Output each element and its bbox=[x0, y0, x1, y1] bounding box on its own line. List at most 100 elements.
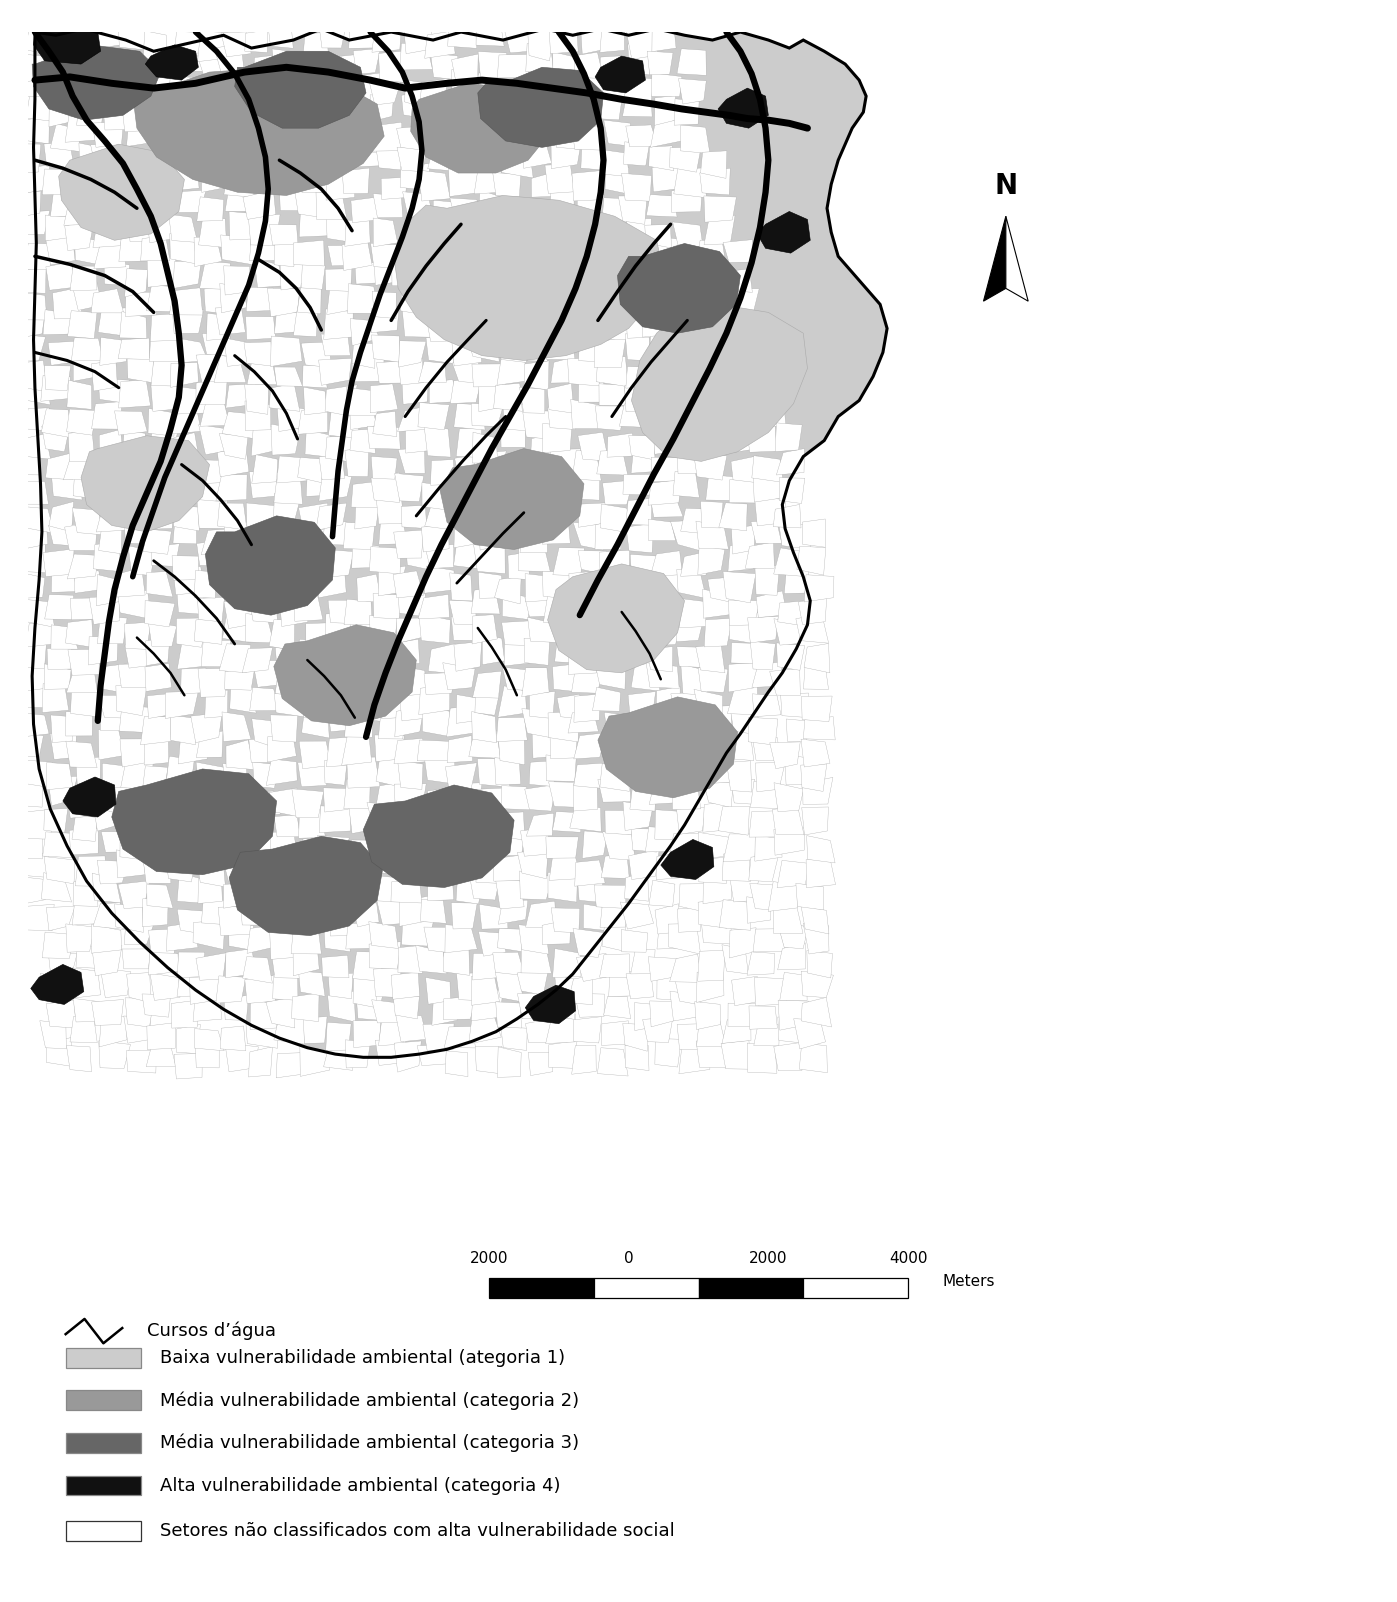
Polygon shape bbox=[177, 971, 207, 996]
Polygon shape bbox=[556, 122, 585, 151]
Polygon shape bbox=[506, 213, 529, 235]
Polygon shape bbox=[277, 572, 307, 599]
Polygon shape bbox=[594, 884, 626, 908]
Polygon shape bbox=[351, 197, 379, 223]
Polygon shape bbox=[32, 45, 161, 120]
Polygon shape bbox=[46, 234, 75, 264]
Polygon shape bbox=[678, 449, 708, 474]
Polygon shape bbox=[398, 759, 423, 790]
Polygon shape bbox=[346, 388, 377, 415]
Polygon shape bbox=[694, 258, 725, 288]
Polygon shape bbox=[770, 668, 800, 695]
Polygon shape bbox=[496, 718, 527, 742]
Polygon shape bbox=[201, 529, 232, 554]
Polygon shape bbox=[624, 1045, 650, 1070]
Polygon shape bbox=[219, 284, 247, 312]
Polygon shape bbox=[471, 215, 502, 245]
Polygon shape bbox=[352, 952, 384, 980]
Polygon shape bbox=[732, 976, 757, 1006]
Polygon shape bbox=[41, 974, 67, 1000]
Polygon shape bbox=[50, 123, 81, 152]
Polygon shape bbox=[70, 1016, 98, 1043]
Polygon shape bbox=[478, 51, 510, 78]
Polygon shape bbox=[81, 436, 210, 532]
Polygon shape bbox=[172, 505, 200, 530]
Polygon shape bbox=[247, 828, 274, 854]
Polygon shape bbox=[626, 969, 654, 998]
Polygon shape bbox=[500, 481, 532, 506]
Polygon shape bbox=[669, 855, 700, 878]
Polygon shape bbox=[272, 50, 300, 77]
Polygon shape bbox=[796, 546, 826, 575]
Polygon shape bbox=[451, 314, 482, 341]
Polygon shape bbox=[106, 788, 131, 817]
Polygon shape bbox=[244, 341, 272, 367]
Polygon shape bbox=[548, 501, 573, 525]
Polygon shape bbox=[694, 1001, 721, 1030]
Polygon shape bbox=[497, 929, 528, 952]
Polygon shape bbox=[47, 647, 71, 670]
Polygon shape bbox=[768, 881, 798, 912]
Polygon shape bbox=[152, 146, 180, 175]
Polygon shape bbox=[732, 356, 756, 381]
Polygon shape bbox=[25, 622, 56, 647]
Polygon shape bbox=[753, 737, 781, 761]
Polygon shape bbox=[14, 732, 43, 758]
Polygon shape bbox=[303, 365, 327, 388]
Polygon shape bbox=[648, 479, 682, 505]
Polygon shape bbox=[43, 831, 74, 857]
Polygon shape bbox=[68, 649, 99, 676]
Polygon shape bbox=[42, 932, 74, 958]
Polygon shape bbox=[376, 782, 407, 812]
Polygon shape bbox=[678, 1024, 700, 1049]
Polygon shape bbox=[22, 851, 52, 878]
Polygon shape bbox=[444, 1027, 475, 1048]
Polygon shape bbox=[624, 638, 658, 668]
Polygon shape bbox=[101, 968, 131, 998]
Polygon shape bbox=[49, 501, 74, 532]
Polygon shape bbox=[173, 191, 207, 213]
Polygon shape bbox=[493, 123, 525, 147]
Polygon shape bbox=[379, 521, 408, 545]
Polygon shape bbox=[694, 689, 722, 716]
Polygon shape bbox=[119, 705, 151, 732]
Polygon shape bbox=[675, 99, 698, 125]
Polygon shape bbox=[124, 920, 154, 945]
Polygon shape bbox=[17, 830, 42, 859]
Polygon shape bbox=[602, 75, 629, 101]
Polygon shape bbox=[372, 24, 401, 53]
Polygon shape bbox=[225, 572, 253, 601]
Polygon shape bbox=[98, 663, 130, 694]
Polygon shape bbox=[447, 22, 476, 48]
Polygon shape bbox=[495, 577, 521, 604]
Polygon shape bbox=[43, 809, 68, 833]
Polygon shape bbox=[101, 831, 133, 852]
Polygon shape bbox=[197, 498, 228, 529]
Polygon shape bbox=[42, 170, 68, 195]
Polygon shape bbox=[550, 138, 581, 168]
Polygon shape bbox=[73, 473, 102, 498]
Polygon shape bbox=[623, 474, 652, 495]
Polygon shape bbox=[251, 426, 281, 457]
Polygon shape bbox=[306, 623, 331, 646]
Polygon shape bbox=[448, 284, 478, 314]
Polygon shape bbox=[679, 884, 707, 912]
Polygon shape bbox=[123, 72, 149, 101]
Polygon shape bbox=[21, 293, 47, 320]
Polygon shape bbox=[983, 216, 1006, 301]
Polygon shape bbox=[422, 705, 450, 737]
Polygon shape bbox=[374, 263, 398, 285]
Polygon shape bbox=[425, 505, 454, 530]
Polygon shape bbox=[599, 905, 626, 928]
Polygon shape bbox=[372, 473, 400, 503]
Polygon shape bbox=[300, 525, 326, 553]
Polygon shape bbox=[221, 74, 246, 103]
Polygon shape bbox=[718, 88, 768, 128]
Polygon shape bbox=[345, 1040, 370, 1069]
Polygon shape bbox=[678, 907, 701, 932]
Polygon shape bbox=[120, 831, 148, 860]
Polygon shape bbox=[45, 365, 71, 391]
Polygon shape bbox=[324, 928, 351, 952]
Polygon shape bbox=[630, 554, 658, 578]
Polygon shape bbox=[92, 455, 123, 482]
